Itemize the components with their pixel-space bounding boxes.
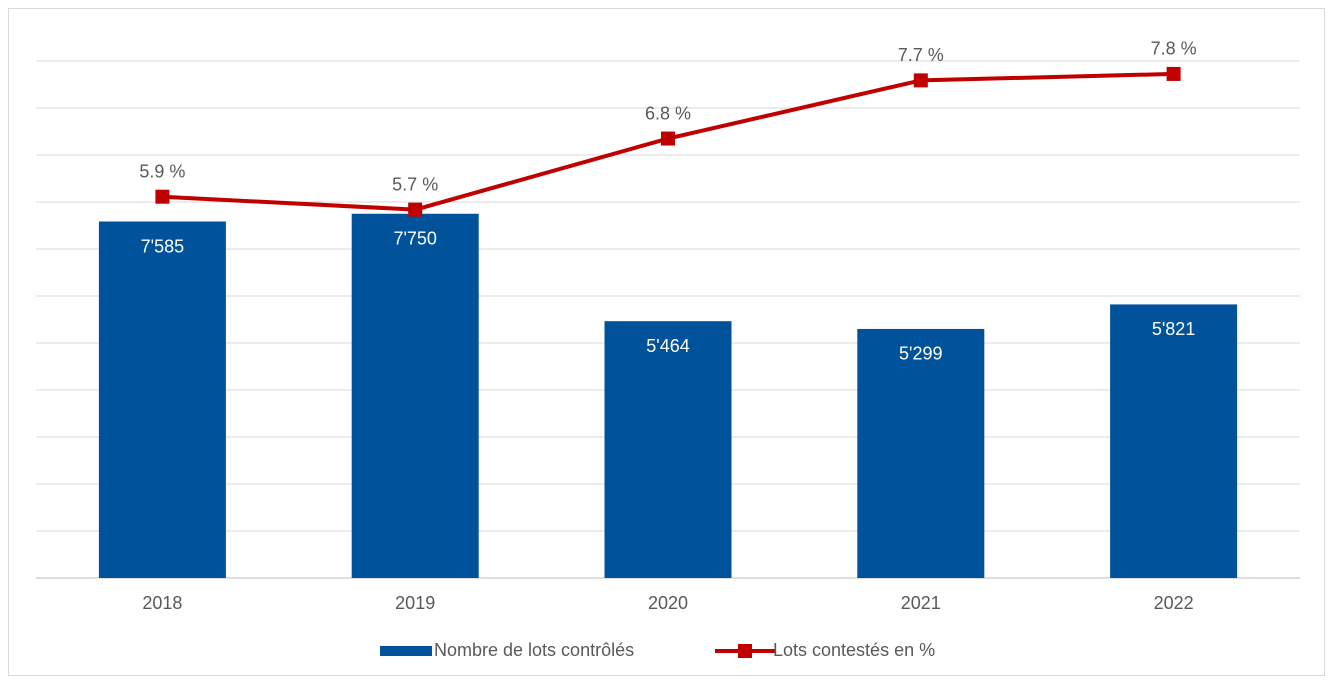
x-tick-label: 2021 [901, 593, 941, 613]
bar [98, 221, 226, 578]
x-tick-label: 2020 [648, 593, 688, 613]
line-marker [155, 189, 170, 204]
bar [857, 328, 985, 578]
x-tick-label: 2019 [395, 593, 435, 613]
line-marker [913, 73, 928, 88]
x-tick-label: 2018 [142, 593, 182, 613]
line-marker [661, 131, 675, 146]
legend-swatch-marker [738, 644, 752, 658]
bar [604, 321, 732, 578]
bar [1110, 304, 1238, 578]
legend-swatch [380, 646, 432, 656]
bar-value-label: 5'299 [899, 344, 942, 364]
line-marker [408, 202, 423, 217]
line-value-label: 5.7 % [392, 174, 438, 194]
bar [351, 213, 479, 578]
bar-value-label: 7'585 [141, 236, 184, 256]
line-marker [1166, 66, 1181, 81]
legend-label: Lots contestés en % [773, 640, 935, 660]
x-tick-label: 2022 [1154, 593, 1194, 613]
line-value-label: 6.8 % [645, 103, 691, 123]
line-value-label: 7.7 % [898, 45, 944, 65]
line-value-label: 7.8 % [1151, 39, 1197, 59]
bar-value-label: 5'821 [1152, 319, 1195, 339]
bar-value-label: 5'464 [646, 336, 689, 356]
legend-label: Nombre de lots contrôlés [434, 640, 634, 660]
bar-value-label: 7'750 [393, 229, 436, 249]
line-value-label: 5.9 % [139, 161, 185, 181]
